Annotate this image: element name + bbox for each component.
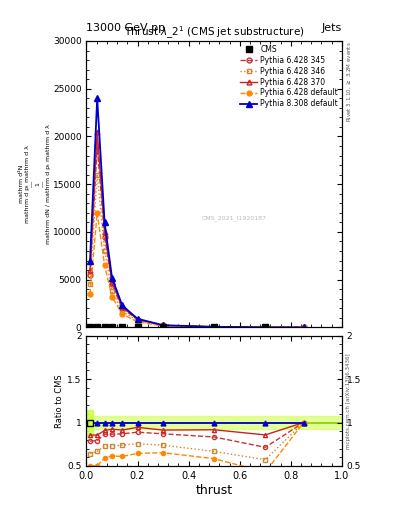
Text: CMS_2021_I1920187: CMS_2021_I1920187 xyxy=(202,216,267,221)
Y-axis label: mathrm d²N
mathrm d pₜ mathrm d λ
―
1
―
mathrm dN / mathrm d pₜ mathrm d λ: mathrm d²N mathrm d pₜ mathrm d λ ― 1 ― … xyxy=(20,124,51,244)
X-axis label: thrust: thrust xyxy=(196,483,233,497)
Bar xyxy=(86,416,342,429)
Text: Rivet 3.1.10, $\geq$ 3.2M events: Rivet 3.1.10, $\geq$ 3.2M events xyxy=(346,41,353,122)
Y-axis label: Ratio to CMS: Ratio to CMS xyxy=(55,374,64,428)
Text: 13000 GeV pp: 13000 GeV pp xyxy=(86,23,165,33)
Title: Thrust $\lambda\_2^1$ (CMS jet substructure): Thrust $\lambda\_2^1$ (CMS jet substruct… xyxy=(124,25,305,41)
Text: Jets: Jets xyxy=(321,23,342,33)
Text: mcplots.cern.ch [arXiv:1306.3436]: mcplots.cern.ch [arXiv:1306.3436] xyxy=(346,353,351,449)
Legend: CMS, Pythia 6.428 345, Pythia 6.428 346, Pythia 6.428 370, Pythia 6.428 default,: CMS, Pythia 6.428 345, Pythia 6.428 346,… xyxy=(238,42,340,111)
